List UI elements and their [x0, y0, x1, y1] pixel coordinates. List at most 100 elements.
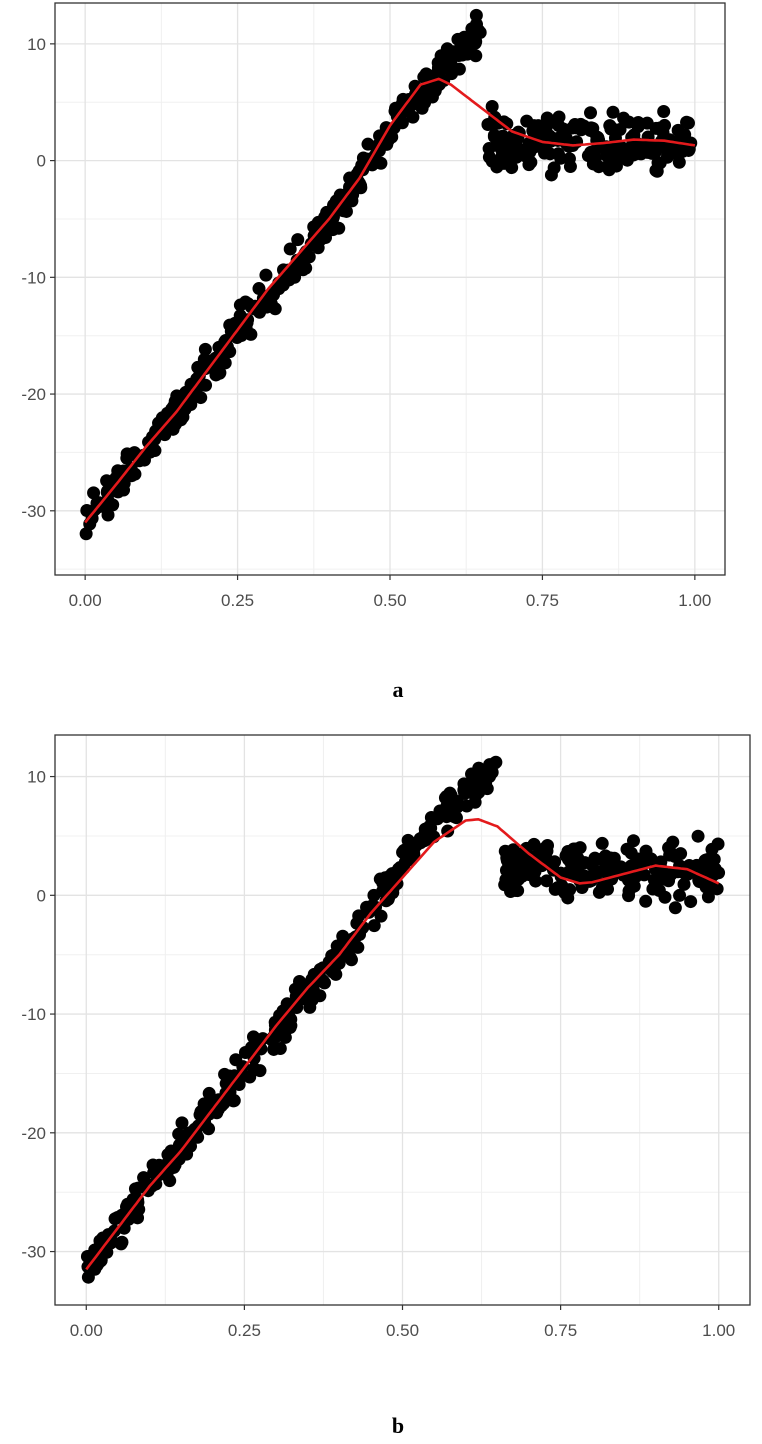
data-point [661, 144, 675, 158]
data-point [592, 160, 606, 174]
data-point [443, 786, 457, 800]
data-point [417, 834, 431, 848]
data-point [552, 119, 566, 133]
data-point [484, 116, 498, 130]
data-point [233, 298, 247, 312]
data-point [584, 106, 598, 120]
data-point [272, 282, 286, 296]
data-point [223, 318, 237, 332]
data-point [469, 8, 483, 22]
data-point [504, 885, 518, 899]
data-point [606, 105, 620, 119]
data-point [615, 141, 629, 155]
data-point [393, 861, 407, 875]
data-point [148, 444, 162, 458]
data-point [245, 1040, 259, 1054]
data-point [191, 360, 205, 374]
data-point [658, 132, 672, 146]
data-point [114, 1237, 128, 1251]
data-point [673, 888, 687, 902]
data-point [620, 153, 634, 167]
data-point [454, 48, 468, 62]
data-point [548, 882, 562, 896]
data-point [428, 81, 442, 95]
data-point [252, 282, 266, 296]
data-point [336, 204, 350, 218]
data-point [407, 847, 421, 861]
data-point [465, 34, 479, 48]
data-point [79, 527, 93, 541]
data-point [527, 140, 541, 154]
data-point [318, 976, 332, 990]
data-point [296, 263, 310, 277]
data-point [543, 147, 557, 161]
data-point [120, 451, 134, 465]
y-tick-label: -20 [21, 385, 46, 404]
data-point [367, 919, 381, 933]
data-point [283, 242, 297, 256]
data-point [229, 1053, 243, 1067]
x-tick-label: 0.75 [544, 1321, 577, 1340]
data-point [599, 849, 613, 863]
data-point [451, 32, 465, 46]
data-point [644, 852, 658, 866]
data-point [678, 128, 692, 142]
data-point [561, 891, 575, 905]
data-point [485, 99, 499, 113]
panel-caption: b [392, 1413, 404, 1438]
data-point [198, 342, 212, 356]
data-point [641, 145, 655, 159]
y-tick-label: 0 [37, 886, 46, 905]
data-point [376, 876, 390, 890]
data-point [374, 156, 388, 170]
data-point [164, 1144, 178, 1158]
data-point [326, 210, 340, 224]
x-tick-label: 0.00 [70, 1321, 103, 1340]
data-point [524, 155, 538, 169]
data-point [472, 785, 486, 799]
data-point [259, 297, 273, 311]
data-point [587, 867, 601, 881]
data-point [431, 61, 445, 75]
y-tick-label: -10 [21, 268, 46, 287]
data-point [637, 868, 651, 882]
data-point [469, 49, 483, 63]
data-point [93, 1234, 107, 1248]
x-tick-label: 1.00 [678, 591, 711, 610]
data-point [111, 1210, 125, 1224]
data-point [701, 890, 715, 904]
data-point [87, 486, 101, 500]
data-point [608, 857, 622, 871]
data-point [343, 171, 357, 185]
data-point [267, 1042, 281, 1056]
data-point [367, 888, 381, 902]
data-point [446, 803, 460, 817]
data-point [234, 1069, 248, 1083]
data-point [564, 855, 578, 869]
data-point [355, 921, 369, 935]
fit-line [84, 77, 696, 524]
data-point [307, 220, 321, 234]
data-point [482, 763, 496, 777]
chart-panel-a: -30 -20 -10 0 10 0.00 0.25 0.50 0.75 1.00 a [21, 2, 726, 702]
data-point [498, 148, 512, 162]
x-tick-label: 0.00 [69, 591, 102, 610]
data-point [568, 118, 582, 132]
data-point [131, 1181, 145, 1195]
data-point [396, 845, 410, 859]
data-point [681, 116, 695, 130]
data-point [465, 22, 479, 36]
data-point [191, 1130, 205, 1144]
data-point [485, 154, 499, 168]
y-tick-label: -20 [21, 1124, 46, 1143]
data-point [548, 855, 562, 869]
data-point [326, 965, 340, 979]
data-point [482, 142, 496, 156]
data-point [698, 854, 712, 868]
data-point [672, 155, 686, 169]
data-point [544, 168, 558, 182]
data-point [674, 847, 688, 861]
data-point [356, 151, 370, 165]
data-point [244, 327, 258, 341]
